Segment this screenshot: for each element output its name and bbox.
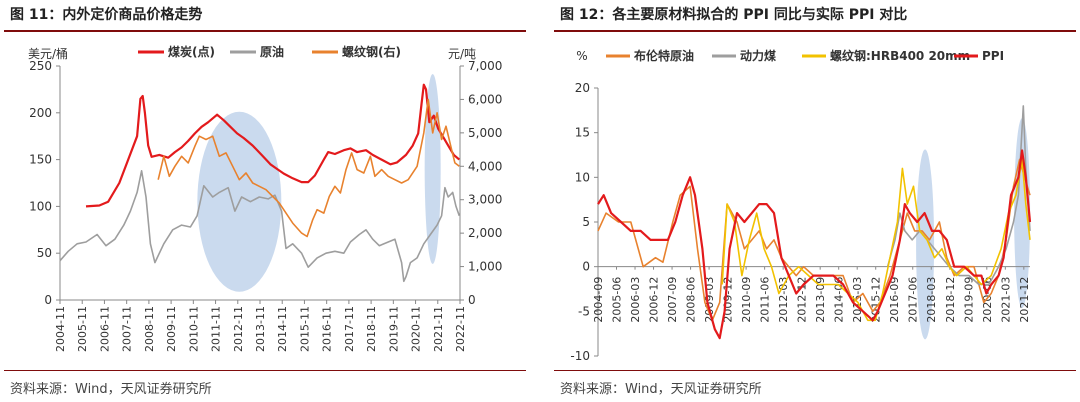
legend-label: 原油 [260,44,284,59]
x-tick-label: 2016-09 [888,277,901,323]
y-tick-label-right: 3,000 [468,193,502,207]
x-tick-label: 2014-06 [833,277,846,323]
x-tick-label: 2019-11 [387,306,400,352]
y-tick-label-left: 50 [37,246,52,260]
y-tick-label-right: 0 [468,293,476,307]
y-tick-label-right: 2,000 [468,226,502,240]
x-tick-label: 2010-11 [187,306,200,352]
x-tick-label: 2010-09 [740,277,753,323]
y-tick-label: -5 [578,304,590,318]
x-tick-label: 2005-11 [76,306,89,352]
figure-11-chart: 美元/桶 元/吨 0 50 100 150 200 250 0 1,000 2,000 3,000 4,… [28,44,502,352]
figure-12-panel: 图 12：各主要原材料拟合的 PPI 同比与实际 PPI 对比 % -10 -5 0 5… [550,0,1080,402]
x-tick-label: 2015-11 [298,306,311,352]
series-line [886,105,1031,286]
x-tick-label: 2013-11 [254,306,267,352]
y-tick-label-right: 5,000 [468,126,502,140]
y-tick-label: 20 [575,81,590,95]
series-line [59,170,461,283]
y-tick-label-right: 6,000 [468,92,502,106]
legend-label: 布伦特原油 [634,48,694,63]
y-tick-label-right: 7,000 [468,59,502,73]
figure-11-bottom-rule [4,370,526,371]
x-tick-label: 2016-11 [321,306,334,352]
legend-label: 煤炭(点) [168,44,215,59]
y-tick-label-left: 250 [29,59,52,73]
x-tick-label: 2011-06 [759,277,772,323]
x-tick-label: 2021-12 [1018,277,1031,323]
y-tick-label: 0 [582,260,590,274]
x-tick-label: 2017-06 [907,277,920,323]
x-tick-label: 2015-03 [851,277,864,323]
x-tick-label: 2006-03 [629,277,642,323]
y-tick-label-right: 4,000 [468,159,502,173]
x-tick-label: 2004-09 [592,277,605,323]
x-tick-label: 2013-09 [814,277,827,323]
x-tick-label: 2019-09 [962,277,975,323]
legend-label: PPI [982,49,1004,63]
series-line [157,98,460,238]
x-tick-label: 2006-12 [648,277,661,323]
x-tick-label: 2020-11 [410,306,423,352]
legend-label: 螺纹钢(右) [342,44,401,59]
y-tick-label-left: 200 [29,106,52,120]
highlight-ellipse [916,149,935,340]
x-tick-label: 2005-06 [611,277,624,323]
y-tick-label-right: 1,000 [468,260,502,274]
y-tick-label-left: 150 [29,153,52,167]
series-line [721,158,1031,322]
x-tick-label: 2018-12 [944,277,957,323]
x-tick-label: 2014-11 [276,306,289,352]
figure-12-title: 图 12：各主要原材料拟合的 PPI 同比与实际 PPI 对比 [560,7,908,23]
x-tick-label: 2012-03 [777,277,790,323]
y-axis-unit: % [576,49,587,63]
y-tick-label: 15 [575,126,590,140]
series-line [85,83,461,208]
x-tick-label: 2007-11 [121,306,134,352]
x-tick-label: 2021-03 [999,277,1012,323]
figure-11-top-rule [4,30,526,32]
y-tick-label-left: 100 [29,199,52,213]
legend-label: 动力煤 [740,48,776,63]
figure-12-top-rule [554,30,1076,32]
figure-12-chart: % -10 -5 0 5 10 15 20 2004-09 2005-06 2006-03 2006-… [570,48,1032,363]
x-tick-label: 2022-11 [454,306,467,352]
y-tick-label: -10 [570,349,590,363]
series-line [597,149,1032,340]
figure-11-source: 资料来源：Wind，天风证券研究所 [10,382,212,397]
x-tick-label: 2011-11 [210,306,223,352]
figure-11-panel: 图 11：内外定价商品价格走势 美元/桶 元/吨 0 50 100 150 200 250 0 1… [0,0,530,402]
x-tick-label: 2021-11 [432,306,445,352]
x-tick-label: 2009-11 [165,306,178,352]
legend-label: 螺纹钢:HRB400 20mm [830,48,970,63]
x-tick-label: 2004-11 [54,306,67,352]
y-axis-right-unit: 元/吨 [448,47,476,61]
y-tick-label: 5 [582,215,590,229]
y-tick-label-left: 0 [44,293,52,307]
figure-12-source: 资料来源：Wind，天风证券研究所 [560,382,762,397]
x-tick-label: 2007-09 [666,277,679,323]
x-tick-label: 2012-11 [232,306,245,352]
figure-12-bottom-rule [554,370,1076,371]
y-tick-label: 10 [575,170,590,184]
x-tick-label: 2018-11 [365,306,378,352]
figure-11-title: 图 11：内外定价商品价格走势 [10,7,203,23]
x-tick-label: 2018-03 [925,277,938,323]
x-tick-label: 2012-12 [796,277,809,323]
x-tick-label: 2006-11 [98,306,111,352]
x-tick-label: 2017-11 [343,306,356,352]
x-tick-label: 2008-06 [685,277,698,323]
y-axis-left-unit: 美元/桶 [28,46,68,61]
x-tick-label: 2008-11 [143,306,156,352]
